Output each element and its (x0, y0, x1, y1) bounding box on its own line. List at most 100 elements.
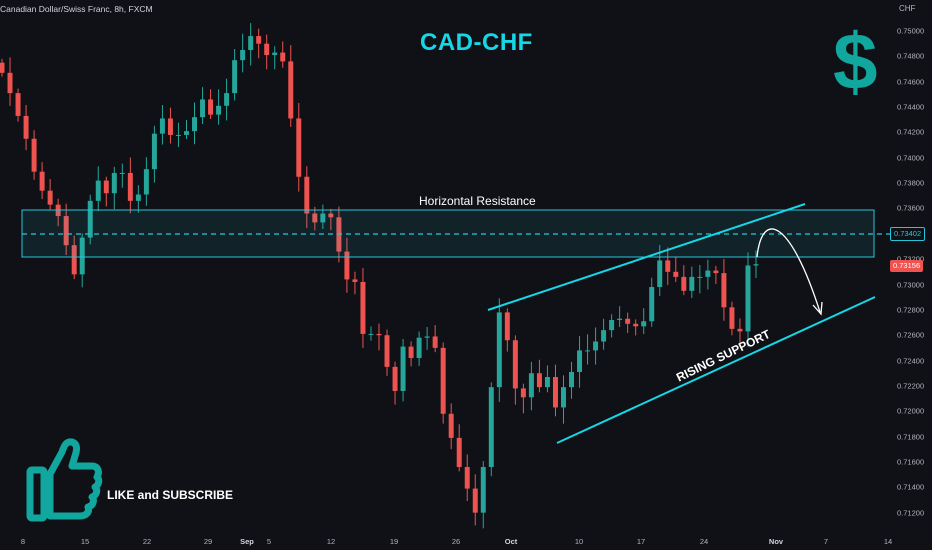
candle-up (95, 180, 101, 201)
candle-up (272, 52, 278, 56)
candle-up (320, 213, 326, 223)
candle-up (528, 373, 534, 398)
candle-up (585, 350, 591, 352)
candle-down (472, 488, 478, 513)
candle-up (561, 387, 566, 408)
candle-up (609, 319, 615, 331)
candle-down (344, 251, 350, 280)
time-tick-label: 8 (20, 537, 26, 546)
candle-down (536, 373, 542, 388)
candle-down (520, 388, 526, 398)
candle-up (184, 131, 189, 135)
candle-down (288, 61, 294, 119)
horizontal-resistance-label: Horizontal Resistance (419, 194, 536, 208)
candle-down (304, 176, 310, 214)
candle-down (39, 171, 45, 191)
time-tick-label: 10 (574, 537, 584, 546)
candle-up (400, 346, 406, 391)
thumbs-up-icon (26, 438, 103, 522)
candle-up (248, 36, 254, 51)
candle-down (448, 413, 454, 438)
candle-down (63, 216, 69, 246)
price-tick-label: 0.71800 (897, 432, 925, 442)
candle-down (360, 281, 366, 334)
candle-up (689, 276, 695, 291)
price-tick-label: 0.71600 (897, 457, 925, 467)
candle-up (641, 321, 647, 327)
last-price-tag: 0.73156 (890, 260, 924, 272)
candle-up (416, 337, 422, 359)
candle-down (31, 138, 37, 172)
time-tick-label: Oct (504, 537, 518, 546)
time-tick-label: 7 (823, 537, 829, 546)
time-tick-label: Nov (768, 537, 784, 546)
candle-down (47, 190, 53, 205)
candle-down (352, 279, 358, 282)
candle-up (424, 336, 430, 338)
price-tick-label: 0.74400 (897, 102, 925, 112)
price-tick-label: 0.73200 (897, 255, 924, 264)
candle-down (392, 366, 398, 391)
candle-down (721, 273, 727, 308)
price-tick-label: 0.72200 (897, 381, 925, 391)
candle-down (376, 333, 382, 336)
price-tick-label: 0.72000 (897, 406, 925, 416)
candle-up (200, 99, 206, 118)
candle-down (512, 340, 518, 389)
time-tick-label: 24 (699, 537, 709, 546)
dollar-icon: $ (833, 17, 878, 106)
candle-down (0, 62, 5, 73)
candle-down (673, 271, 679, 277)
price-tick-label: 0.74800 (897, 51, 925, 61)
candle-up (617, 318, 623, 320)
candle-down (15, 93, 21, 116)
candle-down (440, 347, 446, 414)
candle-down (23, 115, 29, 139)
candle-up (601, 330, 607, 342)
candle-down (665, 260, 671, 272)
price-tick-label: 0.75000 (897, 26, 925, 36)
price-tick-label: 0.74200 (897, 127, 925, 137)
candle-down (264, 43, 270, 56)
candle-up (649, 287, 655, 322)
candle-up (151, 133, 157, 170)
candle-down (729, 307, 735, 329)
channel-upper-line (487, 203, 806, 311)
candle-up (569, 371, 574, 388)
projection-arrow (756, 228, 821, 313)
candle-up (753, 264, 759, 266)
time-tick-label: 17 (636, 537, 646, 546)
price-tick-label: 0.72400 (897, 356, 925, 366)
candle-up (159, 118, 165, 134)
price-tick-label: 0.72600 (897, 330, 925, 340)
like-subscribe-label: LIKE and SUBSCRIBE (107, 488, 234, 502)
candle-down (681, 276, 687, 291)
time-tick-label: 19 (389, 537, 399, 546)
price-tick-label: 0.74600 (897, 77, 925, 87)
candle-up (368, 333, 374, 335)
candle-down (384, 335, 390, 367)
candle-down (737, 328, 743, 332)
candle-up (135, 194, 141, 201)
candle-up (240, 50, 246, 61)
candle-up (111, 172, 117, 194)
time-tick-label: 26 (451, 537, 461, 546)
candle-up (192, 117, 197, 132)
candle-down (408, 346, 414, 359)
candle-down (633, 323, 639, 327)
candle-up (119, 172, 125, 174)
candle-down (208, 99, 214, 115)
candle-down (504, 312, 510, 341)
candle-up (232, 60, 238, 94)
candle-down (7, 72, 13, 94)
candle-down (256, 36, 262, 44)
price-tick-label: 0.73800 (897, 178, 925, 188)
candle-up (577, 350, 583, 372)
resistance-price-tag: 0.73402 (890, 227, 926, 241)
candle-up (488, 387, 494, 468)
pair-title: CAD-CHF (420, 29, 533, 56)
candle-up (175, 134, 181, 136)
time-tick-label: 22 (142, 537, 152, 546)
